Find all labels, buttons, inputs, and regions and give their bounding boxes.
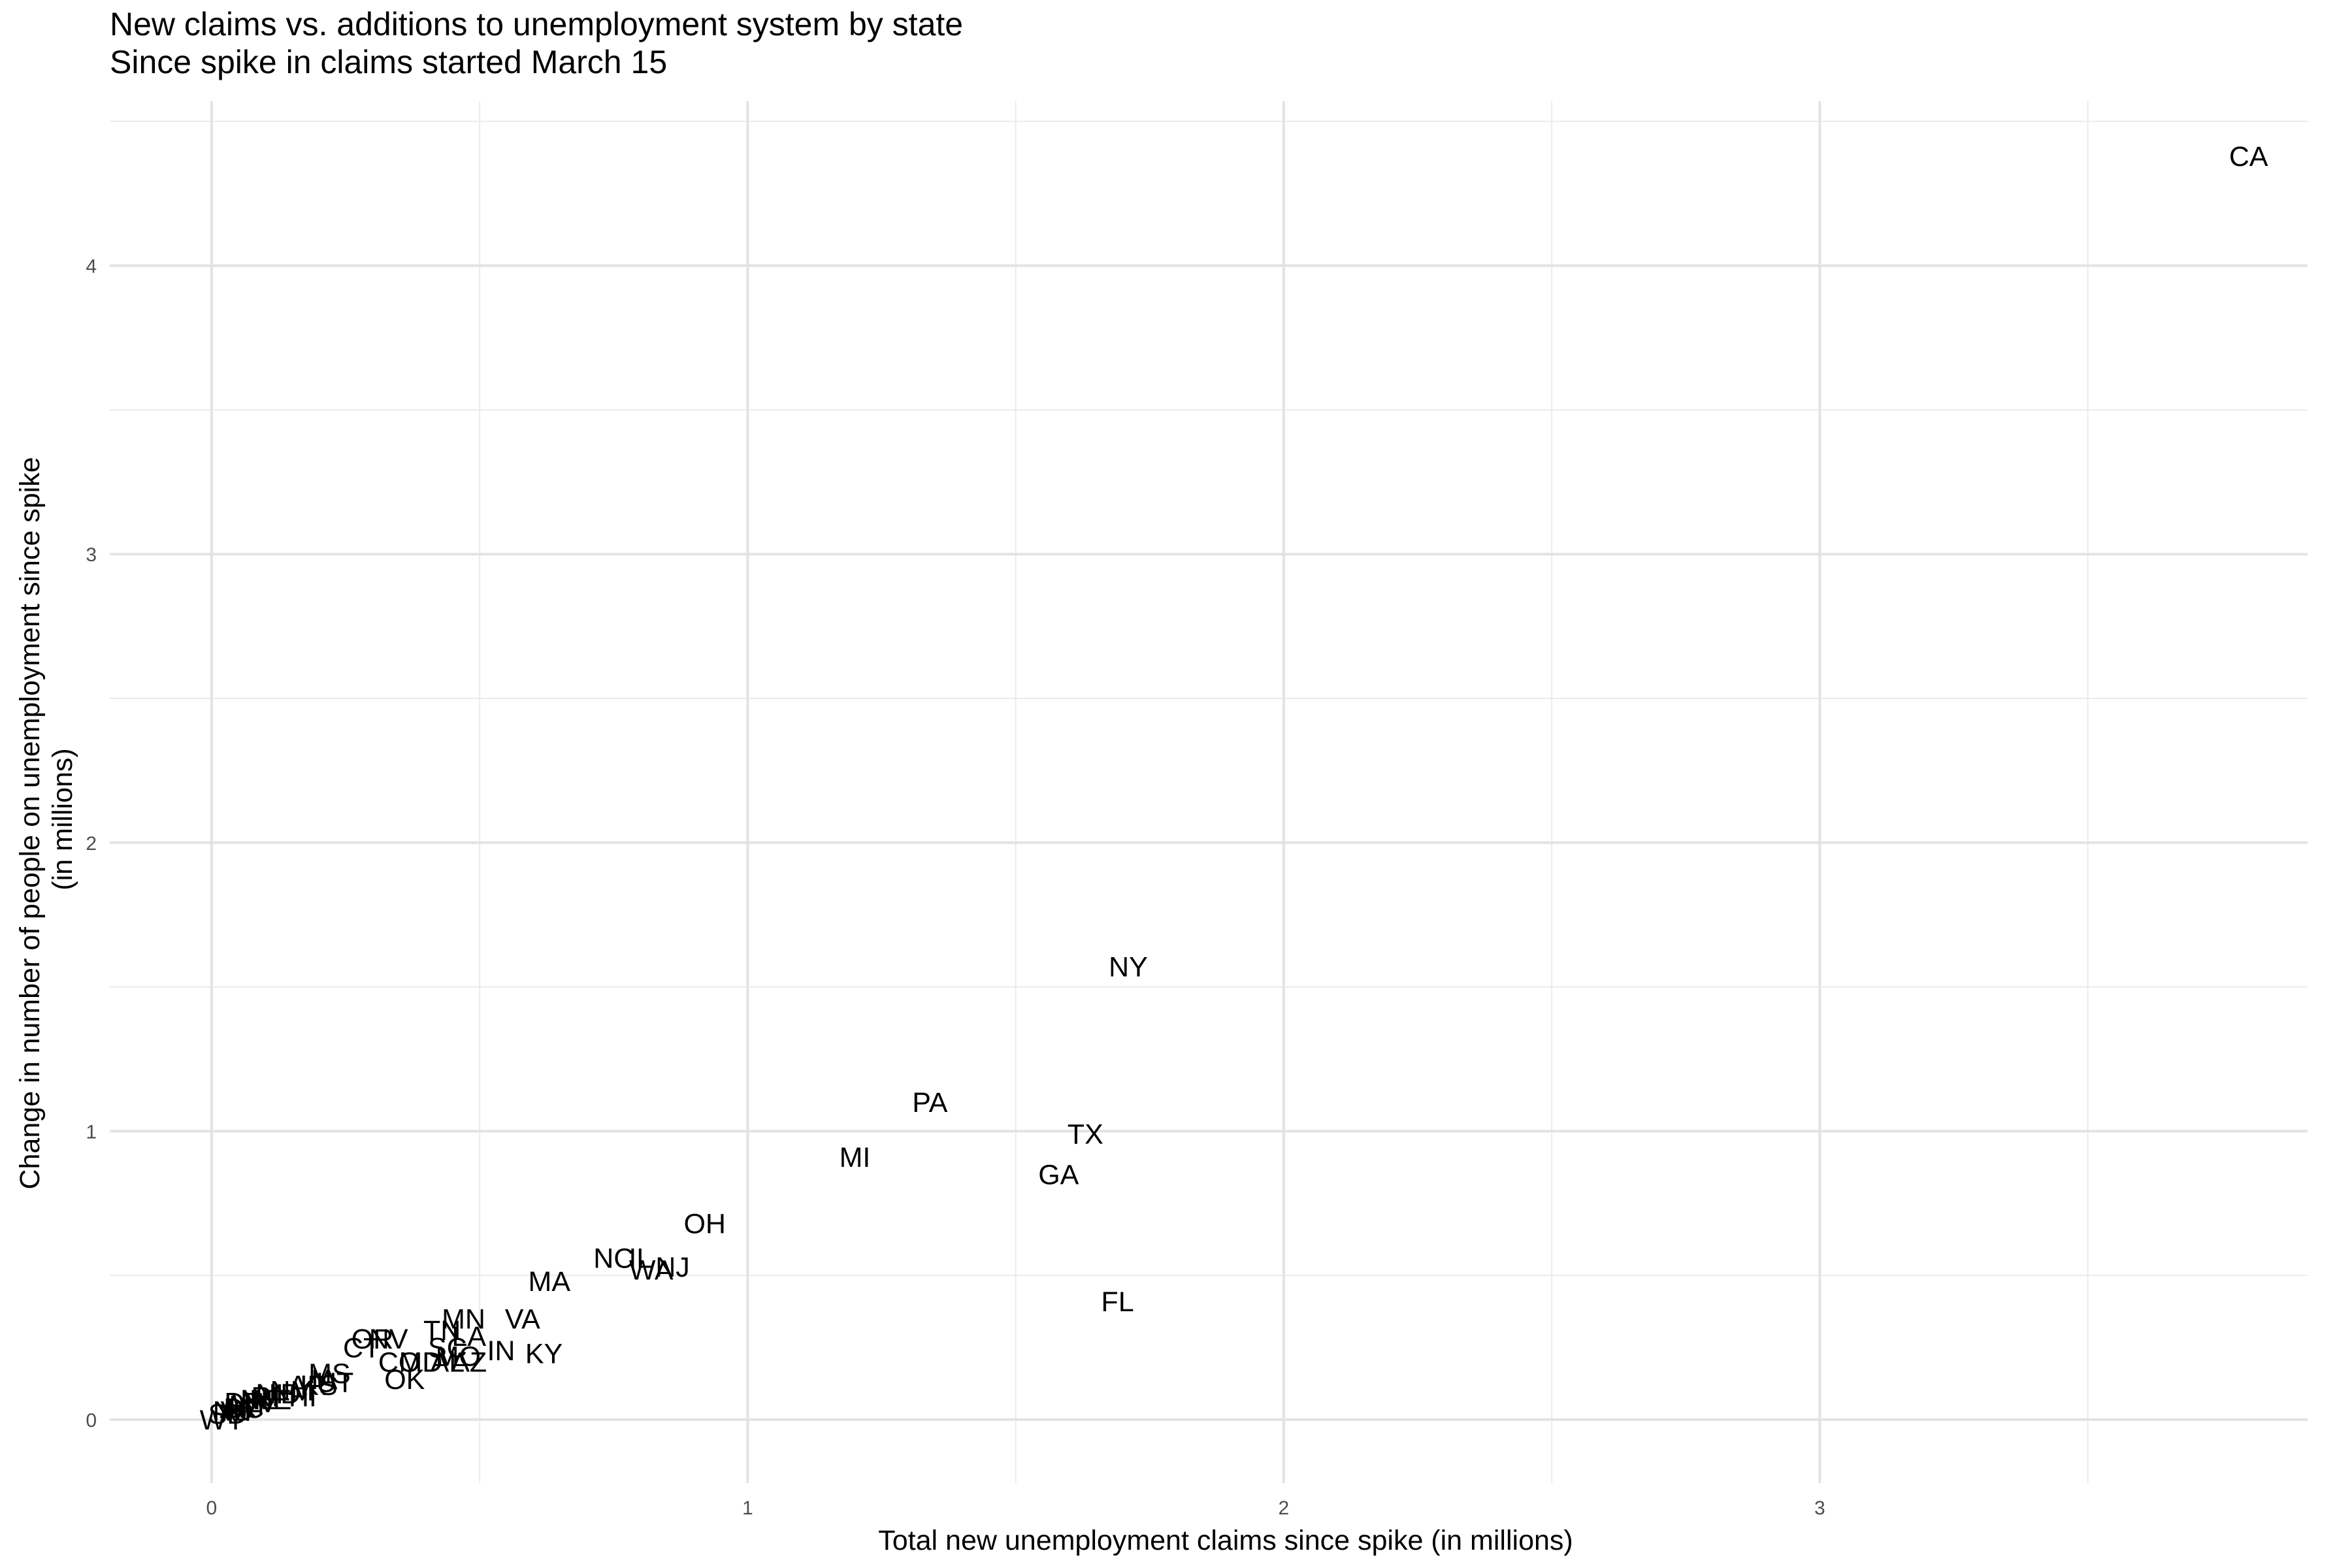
chart-title: New claims vs. additions to unemployment… <box>110 6 964 42</box>
point-label-ga: GA <box>1038 1160 1079 1191</box>
x-tick-label: 0 <box>206 1497 218 1519</box>
point-label-ne: NE <box>240 1384 280 1416</box>
point-label-sd: SD <box>208 1399 248 1430</box>
point-label-de: DE <box>224 1387 263 1418</box>
y-axis-label: Change in number of people on unemployme… <box>14 449 78 1189</box>
point-label-sc: SC <box>428 1332 467 1364</box>
x-tick-label: 3 <box>1814 1497 1825 1519</box>
point-label-ok: OK <box>384 1364 425 1396</box>
point-label-la: LA <box>451 1321 486 1352</box>
y-tick-label: 4 <box>86 256 97 278</box>
point-label-ut: UT <box>316 1367 353 1398</box>
point-label-mn: MN <box>442 1303 485 1335</box>
point-label-wy: WY <box>200 1405 245 1436</box>
y-axis-label-line-1: Change in number of people on unemployme… <box>14 457 46 1189</box>
point-label-tn: TN <box>423 1315 461 1347</box>
point-label-wv: WV <box>232 1387 278 1418</box>
point-label-il: IL <box>629 1243 652 1275</box>
point-label-nj: NJ <box>655 1252 690 1283</box>
point-label-pa: PA <box>912 1087 947 1119</box>
point-label-nh: NH <box>255 1379 296 1410</box>
point-label-ky: KY <box>525 1338 563 1369</box>
point-label-wa: WA <box>629 1254 674 1286</box>
point-label-tx: TX <box>1068 1119 1103 1151</box>
point-label-dc: DC <box>223 1393 264 1424</box>
point-label-ny: NY <box>1109 952 1148 983</box>
y-tick-label: 1 <box>86 1121 97 1143</box>
y-axis-label-line-2: (in millions) <box>47 748 78 890</box>
point-label-ma: MA <box>529 1266 571 1298</box>
point-label-vt: VT <box>220 1396 256 1428</box>
point-label-ak: AK <box>220 1393 257 1424</box>
point-label-ks: KS <box>300 1370 337 1401</box>
point-label-md: MD <box>399 1347 442 1379</box>
point-label-ct: CT <box>343 1332 380 1364</box>
point-label-al: AL <box>431 1347 465 1379</box>
point-label-mt: MT <box>229 1390 269 1422</box>
point-label-in: IN <box>487 1335 515 1367</box>
point-label-id: ID <box>272 1379 301 1410</box>
point-label-nm: NM <box>270 1376 314 1407</box>
y-tick-label: 3 <box>86 544 97 566</box>
x-tick-label: 1 <box>742 1497 753 1519</box>
point-label-nv: NV <box>369 1324 408 1355</box>
point-label-az: AZ <box>451 1347 487 1379</box>
point-label-ri: RI <box>251 1382 279 1413</box>
y-tick-label: 0 <box>86 1410 97 1431</box>
tick-labels: 0 1 2 3 0 1 2 3 4 <box>86 256 1825 1519</box>
point-label-ms: MS <box>308 1358 351 1390</box>
x-axis-label: Total new unemployment claims since spik… <box>878 1525 1573 1556</box>
point-label-co: CO <box>378 1347 421 1379</box>
point-label-nd: ND <box>213 1396 253 1428</box>
grid-lines <box>110 101 2308 1483</box>
point-label-ca: CA <box>2229 141 2268 172</box>
point-label-va: VA <box>505 1303 540 1335</box>
point-label-fl: FL <box>1101 1286 1134 1318</box>
point-label-or: OR <box>351 1324 394 1355</box>
point-label-mo: MO <box>436 1341 481 1373</box>
y-tick-label: 2 <box>86 833 97 855</box>
chart-subtitle: Since spike in claims started March 15 <box>110 44 668 80</box>
x-tick-label: 2 <box>1279 1497 1290 1519</box>
point-label-hi: HI <box>289 1382 317 1413</box>
point-label-oh: OH <box>683 1209 726 1240</box>
point-label-mi: MI <box>840 1142 871 1173</box>
point-label-ia: IA <box>311 1364 338 1396</box>
point-label-nc: NC <box>593 1243 634 1275</box>
point-label-ar: AR <box>289 1370 328 1401</box>
point-label-me: ME <box>250 1384 292 1416</box>
chart-title-block: New claims vs. additions to unemployment… <box>110 5 963 81</box>
